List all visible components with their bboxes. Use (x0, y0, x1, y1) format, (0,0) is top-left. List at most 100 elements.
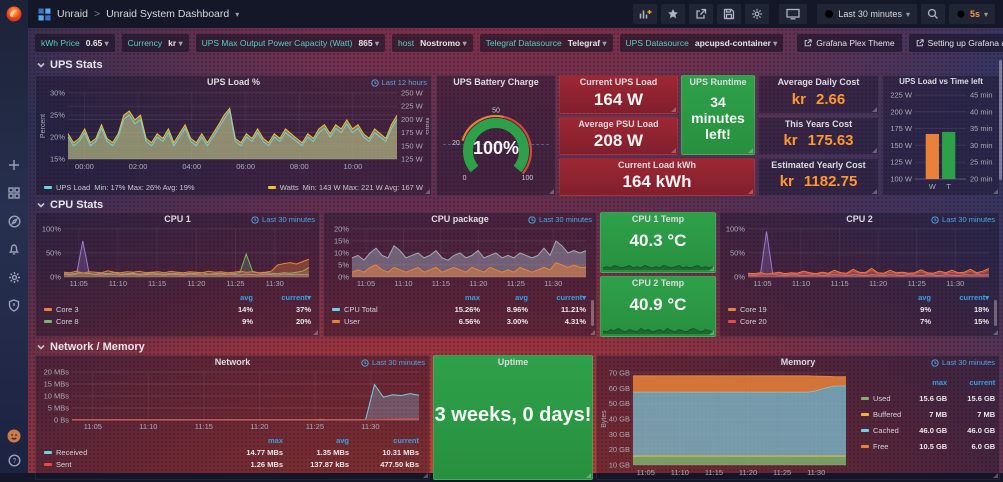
legend-series[interactable]: Sent (44, 460, 217, 469)
variable-telegraf-datasource[interactable]: Telegraf Datasource Telegraf ▾ (479, 33, 613, 52)
page-scrollbar[interactable] (999, 60, 1002, 180)
panel-title[interactable]: Estimated Yearly Cost (771, 160, 866, 170)
time-range-link[interactable]: Last 12 hours (370, 78, 427, 87)
svg-text:30 GB: 30 GB (609, 430, 630, 439)
add-panel-button[interactable] (633, 4, 658, 24)
save-button[interactable] (717, 4, 742, 24)
tv-mode-button[interactable] (779, 4, 808, 24)
variable-ups-max-watt[interactable]: UPS Max Output Power Capacity (Watt) 865 … (195, 33, 386, 52)
legend-series[interactable]: User (332, 317, 424, 326)
legend-series-watts[interactable]: Watts Min: 143 W Max: 221 W Avg: 167 W (267, 183, 423, 192)
panel-title[interactable]: UPS Load vs Time left (899, 77, 983, 86)
svg-text:0: 0 (463, 175, 467, 182)
panel-title[interactable]: Current Load kWh (618, 160, 696, 170)
panel-title[interactable]: CPU 1 Temp (631, 214, 685, 224)
time-range-link[interactable]: Last 30 minutes (251, 215, 315, 224)
refresh-picker[interactable]: 5s ▾ (948, 4, 995, 24)
legend-series[interactable]: Core 20 (728, 317, 879, 326)
svg-text:11:10: 11:10 (139, 422, 157, 431)
legend-series[interactable]: Cached (861, 426, 901, 435)
svg-text:200 W: 200 W (890, 107, 913, 116)
panel-title[interactable]: UPS Runtime (689, 77, 747, 87)
legend-series[interactable]: Buffered (861, 410, 901, 419)
legend-col-max[interactable]: max (932, 378, 948, 387)
legend-series[interactable]: Free (861, 442, 901, 451)
svg-text:70 GB: 70 GB (609, 369, 630, 378)
legend-col-current[interactable]: current (393, 436, 419, 445)
variable-kwh-price[interactable]: kWh Price 0.65 ▾ (35, 33, 115, 52)
legend-col-current[interactable]: current▾ (281, 293, 311, 302)
panel-title[interactable]: Current UPS Load (579, 77, 658, 87)
svg-text:11:20: 11:20 (187, 279, 205, 288)
svg-text:0 Bs: 0 Bs (54, 416, 69, 425)
dashboard-title[interactable]: Unraid System Dashboard (106, 8, 230, 20)
grafana-logo-icon[interactable] (0, 0, 28, 28)
legend-series[interactable]: Received (44, 448, 217, 457)
legend-series[interactable]: Core 8 (44, 317, 201, 326)
time-range-link[interactable]: Last 30 minutes (528, 215, 592, 224)
share-button[interactable] (689, 4, 714, 24)
panel-title[interactable]: Uptime (497, 357, 529, 367)
panel-title[interactable]: This Years Cost (784, 119, 853, 129)
row-header-cpu-stats[interactable]: CPU Stats (37, 199, 103, 211)
explore-compass-icon[interactable] (7, 214, 21, 228)
svg-text:5%: 5% (338, 261, 349, 270)
variable-ups-datasource[interactable]: UPS Datasource apcupsd-container ▾ (619, 33, 784, 52)
panel-title[interactable]: CPU 1 (164, 214, 191, 224)
panel-title[interactable]: Network (214, 357, 251, 367)
settings-gear-button[interactable] (745, 4, 770, 24)
configuration-gear-icon[interactable] (7, 270, 21, 284)
legend-col-max[interactable]: max (464, 293, 480, 302)
server-admin-shield-icon[interactable] (7, 298, 21, 312)
panel-title[interactable]: CPU 2 Temp (631, 278, 685, 288)
panel-title[interactable]: Average Daily Cost (777, 77, 860, 87)
panel-title[interactable]: UPS Battery Charge (453, 77, 539, 87)
legend-series[interactable]: Core 19 (728, 305, 879, 314)
time-range-picker[interactable]: Last 30 minutes ▾ (817, 4, 917, 24)
time-range-link[interactable]: Last 30 minutes (931, 215, 995, 224)
svg-text:11:10: 11:10 (109, 279, 127, 288)
legend-col-max[interactable]: max (267, 436, 283, 445)
legend-col-avg[interactable]: avg (240, 293, 253, 302)
help-icon[interactable]: ? (7, 453, 21, 467)
breadcrumb-root[interactable]: Unraid (57, 8, 88, 20)
svg-text:15%: 15% (50, 155, 65, 164)
link-ups-monitoring-guide[interactable]: Setting up Grafana and InfluxDB for UPS … (908, 33, 1003, 52)
link-grafana-plex-theme[interactable]: Grafana Plex Theme (797, 33, 902, 52)
legend-series[interactable]: CPU Total (332, 305, 424, 314)
zoom-out-button[interactable] (920, 4, 945, 24)
legend-scrollbar[interactable] (591, 300, 594, 326)
user-avatar[interactable] (7, 429, 21, 443)
create-plus-icon[interactable] (7, 158, 21, 172)
variable-currency[interactable]: Currency kr ▾ (121, 33, 189, 52)
legend-scrollbar[interactable] (994, 300, 997, 326)
legend-col-avg[interactable]: avg (918, 293, 931, 302)
variable-host[interactable]: host Nostromo ▾ (392, 33, 473, 52)
alerting-bell-icon[interactable] (7, 242, 21, 256)
panel-title[interactable]: CPU package (431, 214, 489, 224)
panel-title[interactable]: Average PSU Load (578, 119, 659, 129)
legend-col-current[interactable]: current▾ (959, 293, 989, 302)
legend-col-current[interactable]: current (969, 378, 996, 387)
time-range-link[interactable]: Last 30 minutes (361, 358, 425, 367)
panel-title[interactable]: CPU 2 (846, 214, 873, 224)
dashboards-icon[interactable] (7, 186, 21, 200)
legend-col-current[interactable]: current▾ (556, 293, 586, 302)
time-range-link[interactable]: Last 30 minutes (931, 358, 995, 367)
clock-icon (931, 358, 939, 367)
row-header-ups-stats[interactable]: UPS Stats (37, 59, 103, 71)
legend-col-avg[interactable]: avg (336, 436, 349, 445)
star-button[interactable] (661, 4, 686, 24)
caret-down-icon[interactable]: ▾ (235, 9, 240, 19)
sort-caret-icon: ▾ (582, 293, 586, 302)
cpu-package-chart: 0% 5% 10% 15% 20% 11:05 11:10 11:15 11:20 11:25 11… (326, 225, 594, 288)
row-header-network-memory[interactable]: Network / Memory (37, 341, 145, 353)
panel-title[interactable]: Memory (780, 357, 816, 367)
legend-series-ups-load[interactable]: UPS Load Min: 17% Max: 26% Avg: 19% (44, 183, 195, 192)
svg-text:30%: 30% (50, 89, 65, 98)
legend-series[interactable]: Used (861, 394, 901, 403)
svg-text:11:20: 11:20 (250, 422, 268, 431)
panel-title[interactable]: UPS Load % (206, 77, 260, 87)
legend-col-avg[interactable]: avg (515, 293, 528, 302)
legend-series[interactable]: Core 3 (44, 305, 201, 314)
